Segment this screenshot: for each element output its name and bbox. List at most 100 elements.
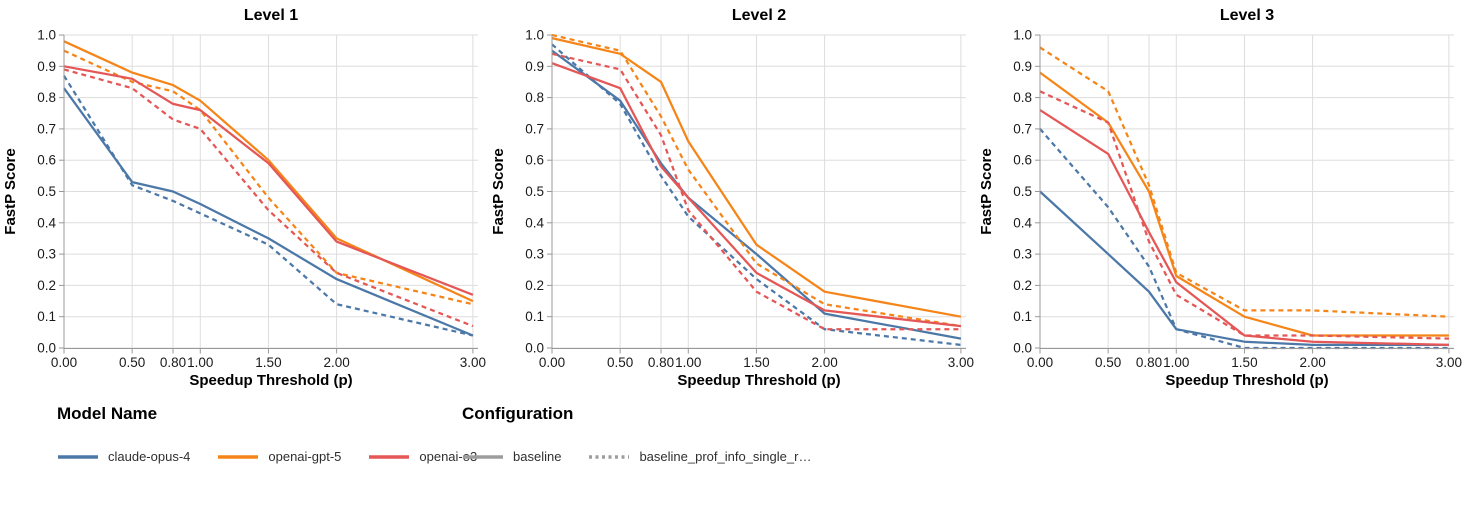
legend-label-openai-o3: openai-o3	[419, 449, 478, 464]
y-tick-label: 0.3	[37, 247, 56, 262]
y-tick-label: 0.7	[1013, 121, 1032, 136]
legend-header-model-name: Model Name	[57, 404, 158, 423]
legend-label-config-variant: baseline_prof_info_single_r…	[639, 449, 812, 464]
legend-item-openai-o3: openai-o3	[368, 449, 477, 464]
legend-swatch-config-variant-icon	[589, 454, 630, 459]
y-tick-label: 0.5	[37, 184, 56, 199]
y-tick-label: 0.5	[1013, 184, 1032, 199]
x-tick-label: 0.50	[119, 355, 145, 370]
x-tick-label: 0.80	[648, 355, 674, 370]
legend-swatch-openai-gpt-5-icon	[218, 454, 259, 459]
y-tick-label: 0.3	[1013, 247, 1032, 262]
series-line-openai-gpt-5-variant	[551, 33, 962, 328]
y-axis-title: FastP Score	[2, 148, 19, 234]
x-tick-label: 1.00	[675, 355, 701, 370]
x-tick-label: 0.80	[160, 355, 186, 370]
x-tick-label: 1.00	[187, 355, 213, 370]
x-tick-label: 1.50	[255, 355, 281, 370]
y-tick-label: 0.5	[525, 184, 544, 199]
x-tick-label: 2.00	[1299, 355, 1325, 370]
y-tick-label: 0.2	[525, 278, 544, 293]
x-tick-label: 1.50	[1231, 355, 1257, 370]
x-tick-label: 0.50	[607, 355, 633, 370]
y-tick-label: 1.0	[1013, 28, 1032, 43]
y-tick-label: 0.6	[37, 153, 56, 168]
series-line-openai-o3-baseline	[63, 65, 474, 296]
legend: Model Name claude-opus-4 openai-gpt-5 open…	[0, 404, 1464, 464]
y-axis-title: FastP Score	[490, 148, 507, 234]
y-tick-label: 0.3	[525, 247, 544, 262]
x-axis-title: Speedup Threshold (p)	[189, 372, 352, 389]
y-tick-label: 0.7	[37, 121, 56, 136]
legend-config-items: baseline baseline_prof_info_single_r…	[462, 449, 838, 464]
legend-item-claude-opus-4: claude-opus-4	[57, 449, 190, 464]
x-tick-label: 1.00	[1163, 355, 1189, 370]
x-tick-label: 0.00	[1027, 355, 1053, 370]
series-line-claude-opus-4-variant	[1039, 128, 1449, 350]
series-line-openai-gpt-5-baseline	[551, 37, 962, 318]
y-tick-label: 0.2	[1013, 278, 1032, 293]
y-axis-title: FastP Score	[978, 148, 995, 234]
y-tick-label: 1.0	[37, 28, 56, 43]
x-axis-title: Speedup Threshold (p)	[677, 372, 840, 389]
chart-level-1: 0.00 0.50 0.80 1.00 1.50 2.00 3.00 0.0 0.1 0.2 0.3…	[0, 0, 488, 400]
y-tick-label: 0.4	[1013, 215, 1032, 230]
y-tick-label: 0.7	[525, 121, 544, 136]
legend-label-config-baseline: baseline	[513, 449, 562, 464]
legend-label-openai-gpt-5: openai-gpt-5	[268, 449, 342, 464]
y-tick-label: 0.0	[37, 341, 56, 356]
legend-item-config-variant: baseline_prof_info_single_r…	[588, 449, 811, 464]
y-tick-label: 0.9	[37, 59, 56, 74]
series-line-openai-gpt-5-baseline	[63, 40, 474, 303]
legend-group-model-name: Model Name claude-opus-4 openai-gpt-5 open…	[57, 404, 477, 464]
x-tick-label: 2.00	[323, 355, 349, 370]
chart-title: Level 1	[244, 7, 298, 24]
y-tick-label: 0.4	[525, 215, 544, 230]
chart-title: Level 3	[1220, 7, 1274, 24]
y-tick-label: 0.1	[37, 309, 56, 324]
series-line-claude-opus-4-variant	[551, 43, 962, 347]
series-line-openai-gpt-5-variant	[63, 49, 474, 306]
y-tick-label: 0.8	[1013, 90, 1032, 105]
y-tick-label: 0.6	[1013, 153, 1032, 168]
series-line-claude-opus-4-baseline	[63, 87, 474, 337]
y-tick-label: 0.6	[525, 153, 544, 168]
chart-row: 0.00 0.50 0.80 1.00 1.50 2.00 3.00 0.0 0.1 0.2 0.3…	[0, 0, 1464, 400]
series-line-openai-gpt-5-variant	[1039, 46, 1449, 318]
y-tick-label: 0.9	[525, 59, 544, 74]
legend-swatch-config-baseline-icon	[463, 454, 503, 459]
series-line-openai-o3-variant	[551, 52, 961, 331]
y-tick-label: 0.9	[1013, 59, 1032, 74]
chart-level-2: 0.00 0.50 0.80 1.00 1.50 2.00 3.00 0.0 0.1 0.2 0.3…	[488, 0, 976, 400]
x-axis-title: Speedup Threshold (p)	[1165, 372, 1328, 389]
legend-item-config-baseline: baseline	[462, 449, 561, 464]
y-tick-label: 0.8	[525, 90, 544, 105]
legend-swatch-openai-o3-icon	[369, 454, 410, 459]
y-tick-label: 1.0	[525, 28, 544, 43]
x-tick-label: 1.50	[743, 355, 769, 370]
x-tick-label: 0.00	[51, 355, 77, 370]
y-tick-label: 0.0	[1013, 341, 1032, 356]
series-line-openai-o3-baseline	[1039, 109, 1449, 347]
chart-level-3: 0.00 0.50 0.80 1.00 1.50 2.00 3.00 0.0 0.1 0.2 0.3…	[976, 0, 1464, 400]
y-tick-label: 0.1	[525, 309, 544, 324]
y-tick-label: 0.2	[37, 278, 56, 293]
legend-item-openai-gpt-5: openai-gpt-5	[217, 449, 341, 464]
legend-header-configuration: Configuration	[462, 404, 574, 423]
legend-label-claude-opus-4: claude-opus-4	[108, 449, 191, 464]
y-tick-label: 0.0	[525, 341, 544, 356]
series-line-claude-opus-4-variant	[63, 75, 474, 337]
legend-group-configuration: Configuration baseline baseline_prof_info…	[462, 404, 838, 464]
x-tick-label: 3.00	[948, 355, 974, 370]
y-tick-label: 0.4	[37, 215, 56, 230]
x-tick-label: 0.00	[539, 355, 565, 370]
x-tick-label: 3.00	[460, 355, 486, 370]
legend-model-items: claude-opus-4 openai-gpt-5 openai-o3	[57, 449, 477, 464]
series-line-openai-o3-baseline	[551, 62, 962, 328]
chart-title: Level 2	[732, 7, 786, 24]
x-tick-label: 2.00	[811, 355, 837, 370]
series-line-openai-o3-variant	[1039, 90, 1449, 340]
x-tick-label: 3.00	[1436, 355, 1462, 370]
x-tick-label: 0.50	[1095, 355, 1121, 370]
